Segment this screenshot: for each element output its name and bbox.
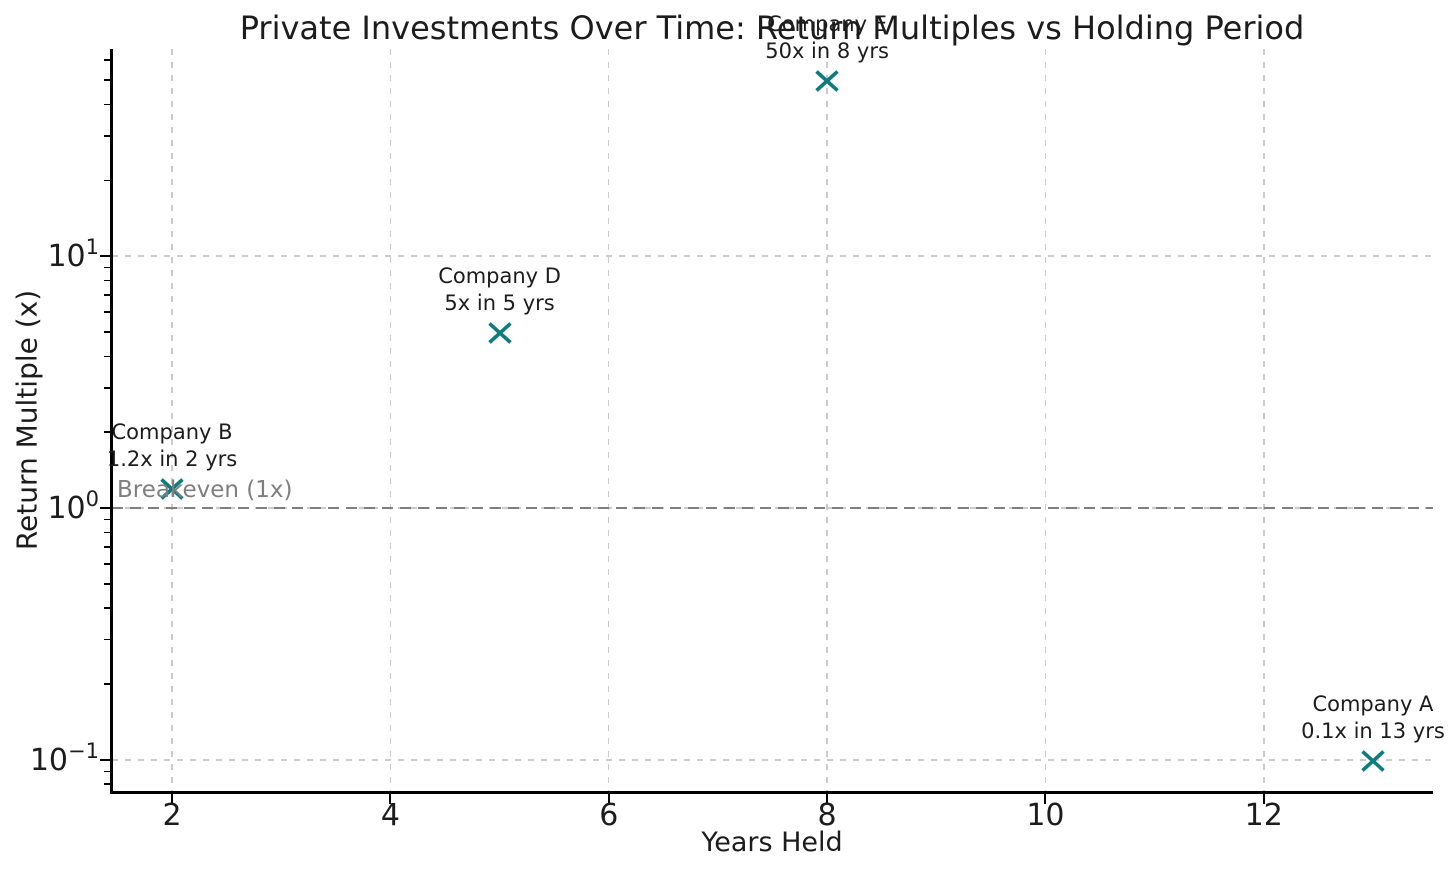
y-tick bbox=[100, 758, 110, 761]
y-minor-tick bbox=[104, 179, 110, 181]
annotation-company-name: Company D bbox=[438, 263, 561, 288]
y-axis-label: Return Multiple (x) bbox=[10, 289, 44, 551]
x-tick-label: 8 bbox=[817, 798, 837, 833]
x-tick-label: 10 bbox=[1026, 798, 1065, 833]
y-tick-base: 10 bbox=[29, 742, 69, 778]
y-minor-tick bbox=[104, 79, 110, 81]
x-tick bbox=[389, 793, 392, 804]
annotation-return-detail: 1.2x in 2 yrs bbox=[106, 446, 238, 471]
y-tick bbox=[100, 255, 110, 258]
x-marker-icon bbox=[160, 478, 184, 500]
x-marker-icon bbox=[815, 70, 839, 92]
y-tick-label: 100 bbox=[47, 488, 99, 526]
y-minor-tick bbox=[104, 563, 110, 565]
y-tick-base: 10 bbox=[47, 490, 86, 526]
y-minor-tick bbox=[104, 770, 110, 773]
v-gridline bbox=[1263, 49, 1265, 792]
y-minor-tick bbox=[104, 355, 110, 358]
x-axis-spine bbox=[110, 791, 1433, 794]
annotation-company-name: Company B bbox=[111, 419, 233, 444]
v-gridline bbox=[1044, 49, 1047, 792]
x-tick-label: 4 bbox=[380, 798, 400, 833]
y-minor-tick bbox=[104, 135, 110, 137]
v-gridline bbox=[171, 49, 173, 792]
breakeven-line bbox=[112, 506, 1433, 510]
y-minor-tick bbox=[104, 266, 110, 269]
y-minor-tick bbox=[104, 311, 110, 313]
h-gridline bbox=[112, 255, 1433, 257]
annotation-return-detail: 50x in 8 yrs bbox=[765, 39, 889, 64]
breakeven-label: Breakeven (1x) bbox=[117, 477, 293, 503]
x-tick bbox=[171, 793, 174, 804]
scatter-point-company-d bbox=[487, 320, 513, 350]
y-minor-tick bbox=[104, 683, 110, 685]
y-tick-base: 10 bbox=[47, 239, 86, 275]
h-gridline bbox=[112, 759, 1433, 761]
x-tick-label: 6 bbox=[599, 798, 619, 833]
x-marker-icon bbox=[1361, 749, 1385, 772]
y-minor-tick bbox=[104, 431, 110, 433]
x-tick bbox=[1044, 793, 1047, 804]
scatter-point-company-a bbox=[1360, 748, 1386, 778]
x-axis-label: Years Held bbox=[701, 827, 843, 858]
annotation-return-detail: 0.1x in 13 yrs bbox=[1301, 718, 1445, 743]
annotation-company-name: Company E bbox=[767, 12, 887, 37]
y-minor-tick bbox=[104, 531, 110, 534]
y-minor-tick bbox=[104, 546, 110, 548]
x-marker-icon bbox=[487, 322, 512, 344]
x-tick bbox=[826, 793, 829, 804]
point-annotation: Company A 0.1x in 13 yrs bbox=[1301, 691, 1445, 745]
x-tick bbox=[607, 793, 610, 804]
y-minor-tick bbox=[104, 59, 110, 61]
y-minor-tick bbox=[104, 783, 110, 785]
point-annotation: Company B 1.2x in 2 yrs bbox=[107, 419, 237, 473]
scatter-point-company-b bbox=[159, 476, 185, 506]
y-minor-tick bbox=[104, 638, 110, 641]
point-annotation: Company E 50x in 8 yrs bbox=[765, 11, 889, 65]
y-minor-tick bbox=[104, 103, 110, 106]
y-tick-exponent: 0 bbox=[85, 486, 99, 511]
y-tick-label: 101 bbox=[47, 237, 99, 275]
annotation-company-name: Company A bbox=[1312, 691, 1434, 716]
v-gridline bbox=[826, 49, 828, 792]
y-minor-tick bbox=[104, 583, 110, 585]
v-gridline bbox=[389, 49, 392, 792]
x-tick bbox=[1262, 793, 1265, 804]
x-tick-label: 12 bbox=[1244, 798, 1283, 833]
scatter-point-company-e bbox=[814, 68, 840, 98]
y-tick-exponent: 1 bbox=[85, 235, 99, 260]
y-minor-tick bbox=[104, 294, 110, 296]
x-tick-label: 2 bbox=[162, 798, 182, 833]
y-tick bbox=[100, 506, 110, 509]
point-annotation: Company D 5x in 5 yrs bbox=[438, 263, 561, 317]
y-minor-tick bbox=[104, 387, 110, 389]
y-tick-exponent: −1 bbox=[68, 738, 99, 763]
chart-title: Private Investments Over Time: Return Mu… bbox=[239, 9, 1305, 47]
y-minor-tick bbox=[104, 331, 110, 333]
y-tick-label: 10−1 bbox=[29, 740, 99, 778]
y-axis-spine bbox=[110, 49, 113, 793]
v-gridline bbox=[607, 49, 610, 792]
annotation-return-detail: 5x in 5 yrs bbox=[444, 290, 555, 315]
y-minor-tick bbox=[104, 279, 110, 282]
y-minor-tick bbox=[104, 518, 110, 521]
y-minor-tick bbox=[104, 607, 110, 609]
